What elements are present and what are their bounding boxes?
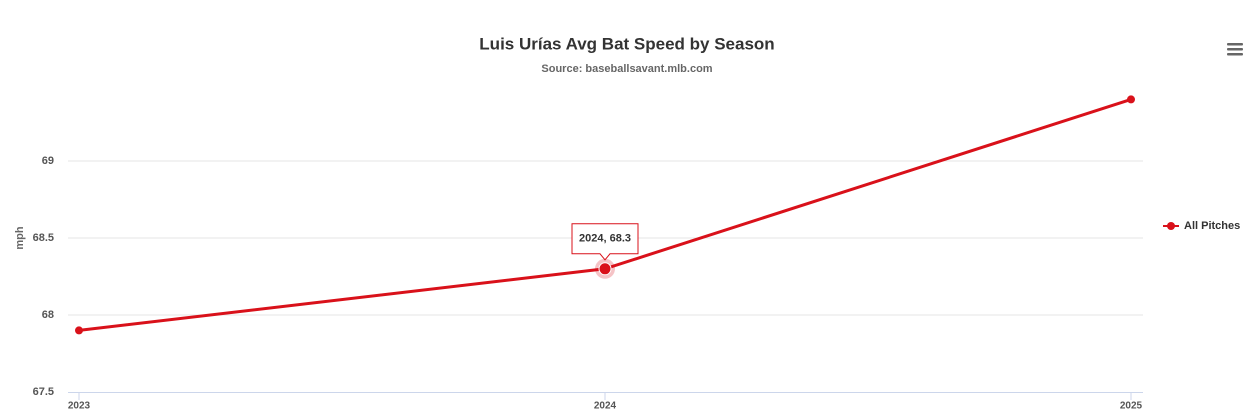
- x-tick-label: 2023: [68, 401, 91, 412]
- menu-icon[interactable]: [1227, 43, 1243, 56]
- y-tick-label: 68.5: [33, 232, 54, 244]
- x-tick-label: 2025: [1120, 401, 1143, 412]
- data-point: [1127, 95, 1135, 104]
- y-tick-label: 67.5: [33, 386, 54, 398]
- chart-subtitle: Source: baseballsavant.mlb.com: [541, 63, 712, 75]
- tooltip: 2024, 68.3: [571, 223, 639, 261]
- y-axis-label: mph: [14, 226, 26, 250]
- x-tick-label: 2024: [594, 401, 617, 412]
- legend-label: All Pitches: [1184, 220, 1240, 232]
- menu-bar[interactable]: [1227, 53, 1243, 56]
- chart-title: Luis Urías Avg Bat Speed by Season: [479, 34, 774, 53]
- data-point: [598, 262, 612, 276]
- tooltip-box: [571, 223, 639, 261]
- menu-bar[interactable]: [1227, 48, 1243, 51]
- legend-marker: [1167, 222, 1175, 230]
- menu-bar[interactable]: [1227, 43, 1243, 46]
- y-tick-label: 68: [42, 309, 54, 321]
- tooltip-text: 2024, 68.3: [579, 233, 631, 245]
- data-line: [78, 97, 1132, 332]
- data-point: [75, 326, 83, 335]
- y-tick-label: 69: [42, 155, 54, 167]
